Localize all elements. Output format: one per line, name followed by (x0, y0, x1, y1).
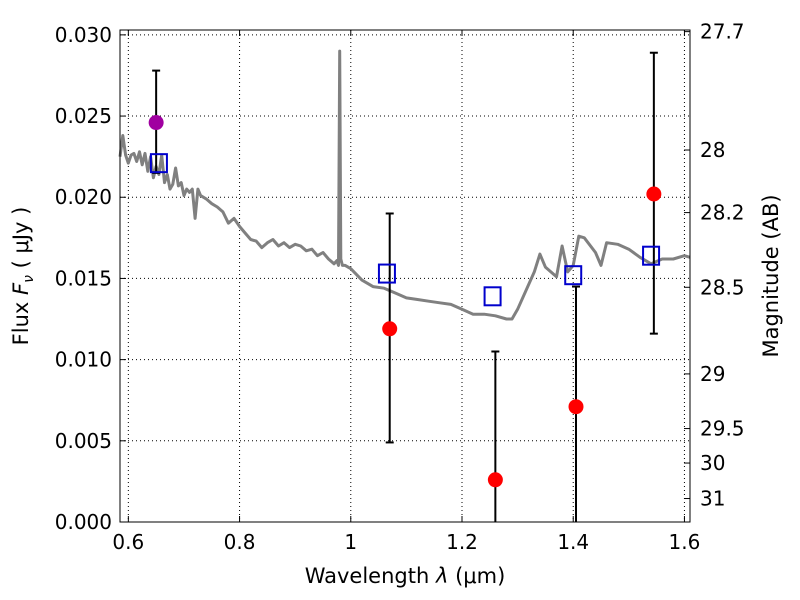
x-tick-label: 1.4 (557, 530, 589, 554)
observed-flux-point (646, 186, 662, 202)
y-tick-label: 0.015 (55, 266, 112, 290)
magnitude-tick-label: 28 (700, 138, 725, 162)
y-tick-label: 0.025 (55, 104, 112, 128)
magnitude-axis-title: Magnitude (AB) (759, 194, 783, 357)
y-tick-label: 0.000 (55, 510, 112, 534)
magnitude-tick-label: 28.5 (700, 275, 745, 299)
plot-frame (119, 29, 691, 523)
x-axis-ticks: 0.6 0.8 1 1.2 1.4 1.6 (112, 30, 700, 554)
y-tick-label: 0.010 (55, 348, 112, 372)
magnitude-tick-label: 31 (700, 487, 725, 511)
magnitude-tick-label: 29 (700, 362, 725, 386)
x-tick-label: 1 (344, 530, 357, 554)
magnitude-axis-ticks: 27.7 28 28.2 28.5 29 29.5 30 31 (684, 20, 745, 511)
x-axis-title: Wavelength λ (μm) (305, 564, 506, 588)
data-points-layer (148, 115, 662, 488)
y-tick-label: 0.020 (55, 185, 112, 209)
observed-flux-point (148, 115, 164, 131)
model-spectrum-line (118, 49, 691, 321)
x-tick-label: 0.8 (224, 530, 256, 554)
x-tick-label: 0.6 (112, 530, 144, 554)
magnitude-tick-label: 27.7 (700, 20, 745, 44)
magnitude-tick-label: 29.5 (700, 417, 745, 441)
model-flux-square (149, 153, 168, 174)
model-flux-square (564, 265, 583, 286)
model-flux-square (483, 286, 502, 307)
observed-flux-point (487, 472, 503, 488)
y-tick-label: 0.030 (55, 23, 112, 47)
model-flux-square (642, 245, 661, 266)
x-tick-label: 1.2 (446, 530, 478, 554)
observed-flux-point (382, 321, 398, 337)
y-axis-title: Flux Fν ( μJy ) (9, 207, 37, 346)
model-flux-square (377, 263, 396, 284)
model-spectrum-layer (118, 49, 691, 321)
y-axis-ticks: 0.000 0.005 0.010 0.015 0.020 0.025 0.030 (55, 23, 126, 534)
observed-flux-point (568, 399, 584, 415)
magnitude-tick-label: 30 (700, 451, 725, 475)
magnitude-tick-label: 28.2 (700, 201, 745, 225)
x-tick-label: 1.6 (669, 530, 701, 554)
y-tick-label: 0.005 (55, 429, 112, 453)
